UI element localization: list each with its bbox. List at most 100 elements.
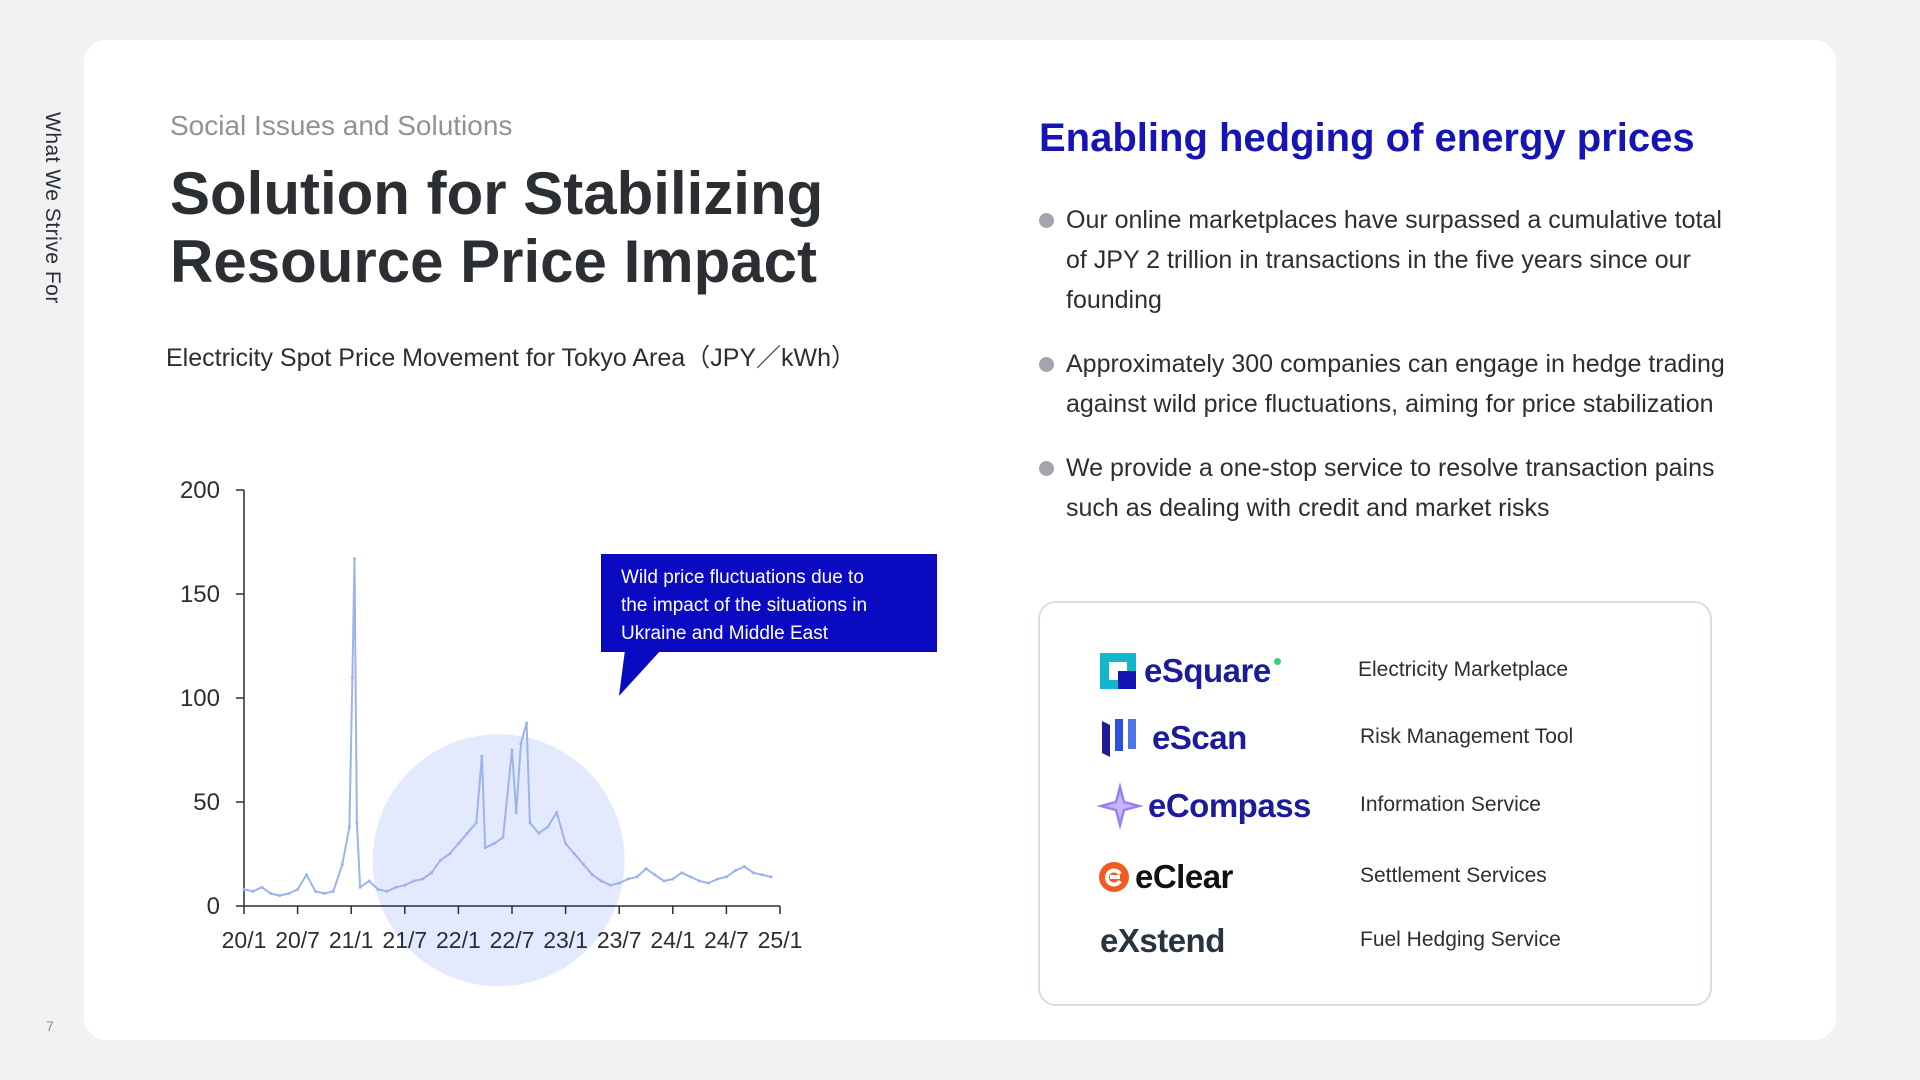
product-description: Fuel Hedging Service (1360, 928, 1561, 951)
data-point (519, 742, 523, 746)
chart-svg: 0 50 100 150 200 20/1 20/7 21/1 21/7 22/1 22/7 23/1… (180, 477, 937, 987)
product-row-eclear: eClear Settlement Services (1040, 852, 1710, 902)
highlight-circle (372, 734, 625, 987)
data-point (582, 862, 585, 866)
y-tick-label: 50 (193, 789, 220, 816)
data-point (340, 862, 344, 866)
x-tick-label: 23/1 (543, 927, 588, 953)
ecompass-logo: eCompass (1096, 781, 1311, 831)
data-point (367, 879, 371, 883)
bullet-text: We provide a one-stop service to resolve… (1066, 454, 1715, 522)
section-side-label: What We Strive For (41, 112, 64, 304)
product-description: Information Service (1360, 793, 1541, 816)
x-tick-label: 20/1 (222, 927, 267, 953)
bullet-item: Approximately 300 companies can engage i… (1039, 344, 1739, 424)
logo-label: eClear (1135, 858, 1233, 895)
page-number: 7 (46, 1018, 54, 1034)
data-point (653, 873, 657, 877)
chart-title: Electricity Spot Price Movement for Toky… (166, 344, 857, 372)
data-point (716, 877, 719, 881)
product-row-escan: eScan Risk Management Tool (1040, 713, 1710, 763)
data-point (322, 892, 326, 895)
data-point (724, 875, 728, 879)
callout-text: Wild price fluctuations due to the impact… (621, 567, 867, 644)
data-point (514, 810, 518, 814)
logo-label: eSquare (1144, 652, 1271, 689)
x-tick-label: 21/1 (329, 927, 374, 953)
data-point (353, 557, 356, 561)
data-point (251, 889, 255, 893)
data-point (590, 873, 594, 877)
bullet-item: We provide a one-stop service to resolve… (1039, 448, 1739, 528)
data-point (510, 748, 514, 752)
x-tick-label: 24/1 (650, 927, 695, 953)
esquare-logo-icon (1100, 653, 1136, 689)
data-point (751, 871, 755, 875)
data-point (564, 842, 568, 846)
logo-label: eXstend (1100, 922, 1225, 959)
bullet-dot-icon (1039, 357, 1054, 372)
data-point (242, 887, 246, 891)
eclear-logo-icon (1099, 862, 1129, 892)
data-point (689, 875, 693, 879)
product-description: Settlement Services (1360, 864, 1547, 887)
escan-logo-icon (1102, 719, 1136, 757)
data-point (296, 887, 300, 891)
y-tick-label: 100 (180, 685, 220, 712)
product-row-exstend: eXstend Fuel Hedging Service (1040, 916, 1710, 966)
data-point (278, 894, 282, 898)
logo-label: eScan (1152, 719, 1247, 756)
esquare-logo: eSquare (1100, 646, 1281, 696)
dot-icon (1273, 657, 1281, 665)
logo-label: eCompass (1148, 787, 1311, 824)
y-tick-label: 0 (207, 893, 220, 920)
bullet-text: Our online marketplaces have surpassed a… (1066, 206, 1722, 314)
title-line: Solution for Stabilizing (170, 160, 824, 227)
data-point (608, 883, 612, 887)
callout-text-line: Ukraine and Middle East (621, 623, 829, 644)
data-point (617, 881, 621, 885)
ecompass-logo-icon (1096, 782, 1144, 830)
data-point (439, 858, 442, 862)
y-tick-label: 150 (180, 581, 220, 608)
data-point (448, 852, 451, 856)
data-point (465, 831, 469, 835)
data-point (635, 875, 639, 879)
data-point (358, 885, 362, 889)
data-point (347, 825, 351, 829)
callout-box (601, 554, 937, 652)
x-tick-label: 23/7 (597, 927, 642, 953)
data-point (707, 881, 710, 885)
data-point (403, 883, 407, 887)
bullet-list: Our online marketplaces have surpassed a… (1039, 200, 1739, 552)
product-row-esquare: eSquare Electricity Marketplace (1040, 646, 1710, 696)
escan-logo: eScan (1100, 713, 1247, 763)
data-point (492, 842, 496, 846)
data-point (671, 877, 675, 881)
eclear-logo: eClear (1099, 852, 1233, 902)
data-point (733, 869, 737, 873)
data-point (546, 825, 550, 829)
x-tick-label: 25/1 (758, 927, 803, 953)
y-tick-label: 200 (180, 477, 220, 504)
x-tick-label: 21/7 (382, 927, 427, 953)
data-point (644, 867, 648, 871)
exstend-logo: eXstend (1100, 916, 1225, 966)
callout-tail (619, 650, 661, 696)
bullet-dot-icon (1039, 461, 1054, 476)
section-eyebrow: Social Issues and Solutions (170, 110, 513, 141)
data-point (456, 842, 460, 846)
data-point (305, 873, 308, 877)
data-point (680, 871, 684, 875)
bullet-dot-icon (1039, 213, 1054, 228)
bullet-text: Approximately 300 companies can engage i… (1066, 350, 1725, 418)
data-point (412, 879, 416, 883)
x-tick-label: 20/7 (275, 927, 320, 953)
data-point (769, 875, 773, 879)
data-point (385, 889, 389, 893)
data-point (287, 892, 291, 895)
data-point (698, 879, 702, 883)
callout-text-line: the impact of the situations in (621, 595, 867, 616)
data-point (350, 675, 354, 679)
data-point (662, 879, 666, 883)
